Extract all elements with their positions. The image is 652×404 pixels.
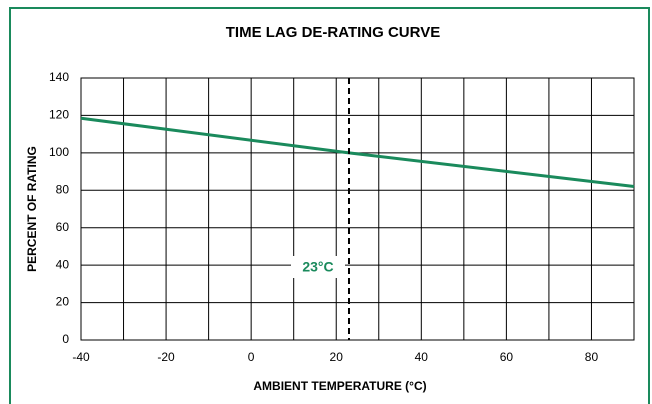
y-axis-label: PERCENT OF RATING bbox=[25, 146, 39, 272]
frame bbox=[9, 7, 650, 404]
x-tick-label: 0 bbox=[248, 350, 255, 364]
annotation-background bbox=[290, 256, 345, 278]
y-tick-label: 40 bbox=[56, 257, 70, 271]
annotation-label: 23°C bbox=[302, 259, 333, 275]
x-tick-label: 40 bbox=[415, 350, 429, 364]
y-tick-label: 60 bbox=[56, 220, 70, 234]
x-tick-label: 80 bbox=[585, 350, 599, 364]
x-tick-label: -40 bbox=[72, 350, 90, 364]
x-tick-label: 60 bbox=[500, 350, 514, 364]
x-axis-label: AMBIENT TEMPERATURE (°C) bbox=[253, 379, 426, 393]
plot-area bbox=[80, 77, 635, 341]
y-tick-label: 140 bbox=[49, 70, 69, 84]
y-tick-label: 0 bbox=[62, 332, 69, 346]
x-tick-label: -20 bbox=[157, 350, 175, 364]
y-tick-label: 120 bbox=[49, 108, 69, 122]
x-tick-label: 20 bbox=[330, 350, 344, 364]
y-tick-label: 20 bbox=[56, 295, 70, 309]
y-tick-label: 80 bbox=[56, 182, 70, 196]
y-tick-label: 100 bbox=[49, 145, 69, 159]
chart-title: TIME LAG DE-RATING CURVE bbox=[226, 24, 440, 41]
